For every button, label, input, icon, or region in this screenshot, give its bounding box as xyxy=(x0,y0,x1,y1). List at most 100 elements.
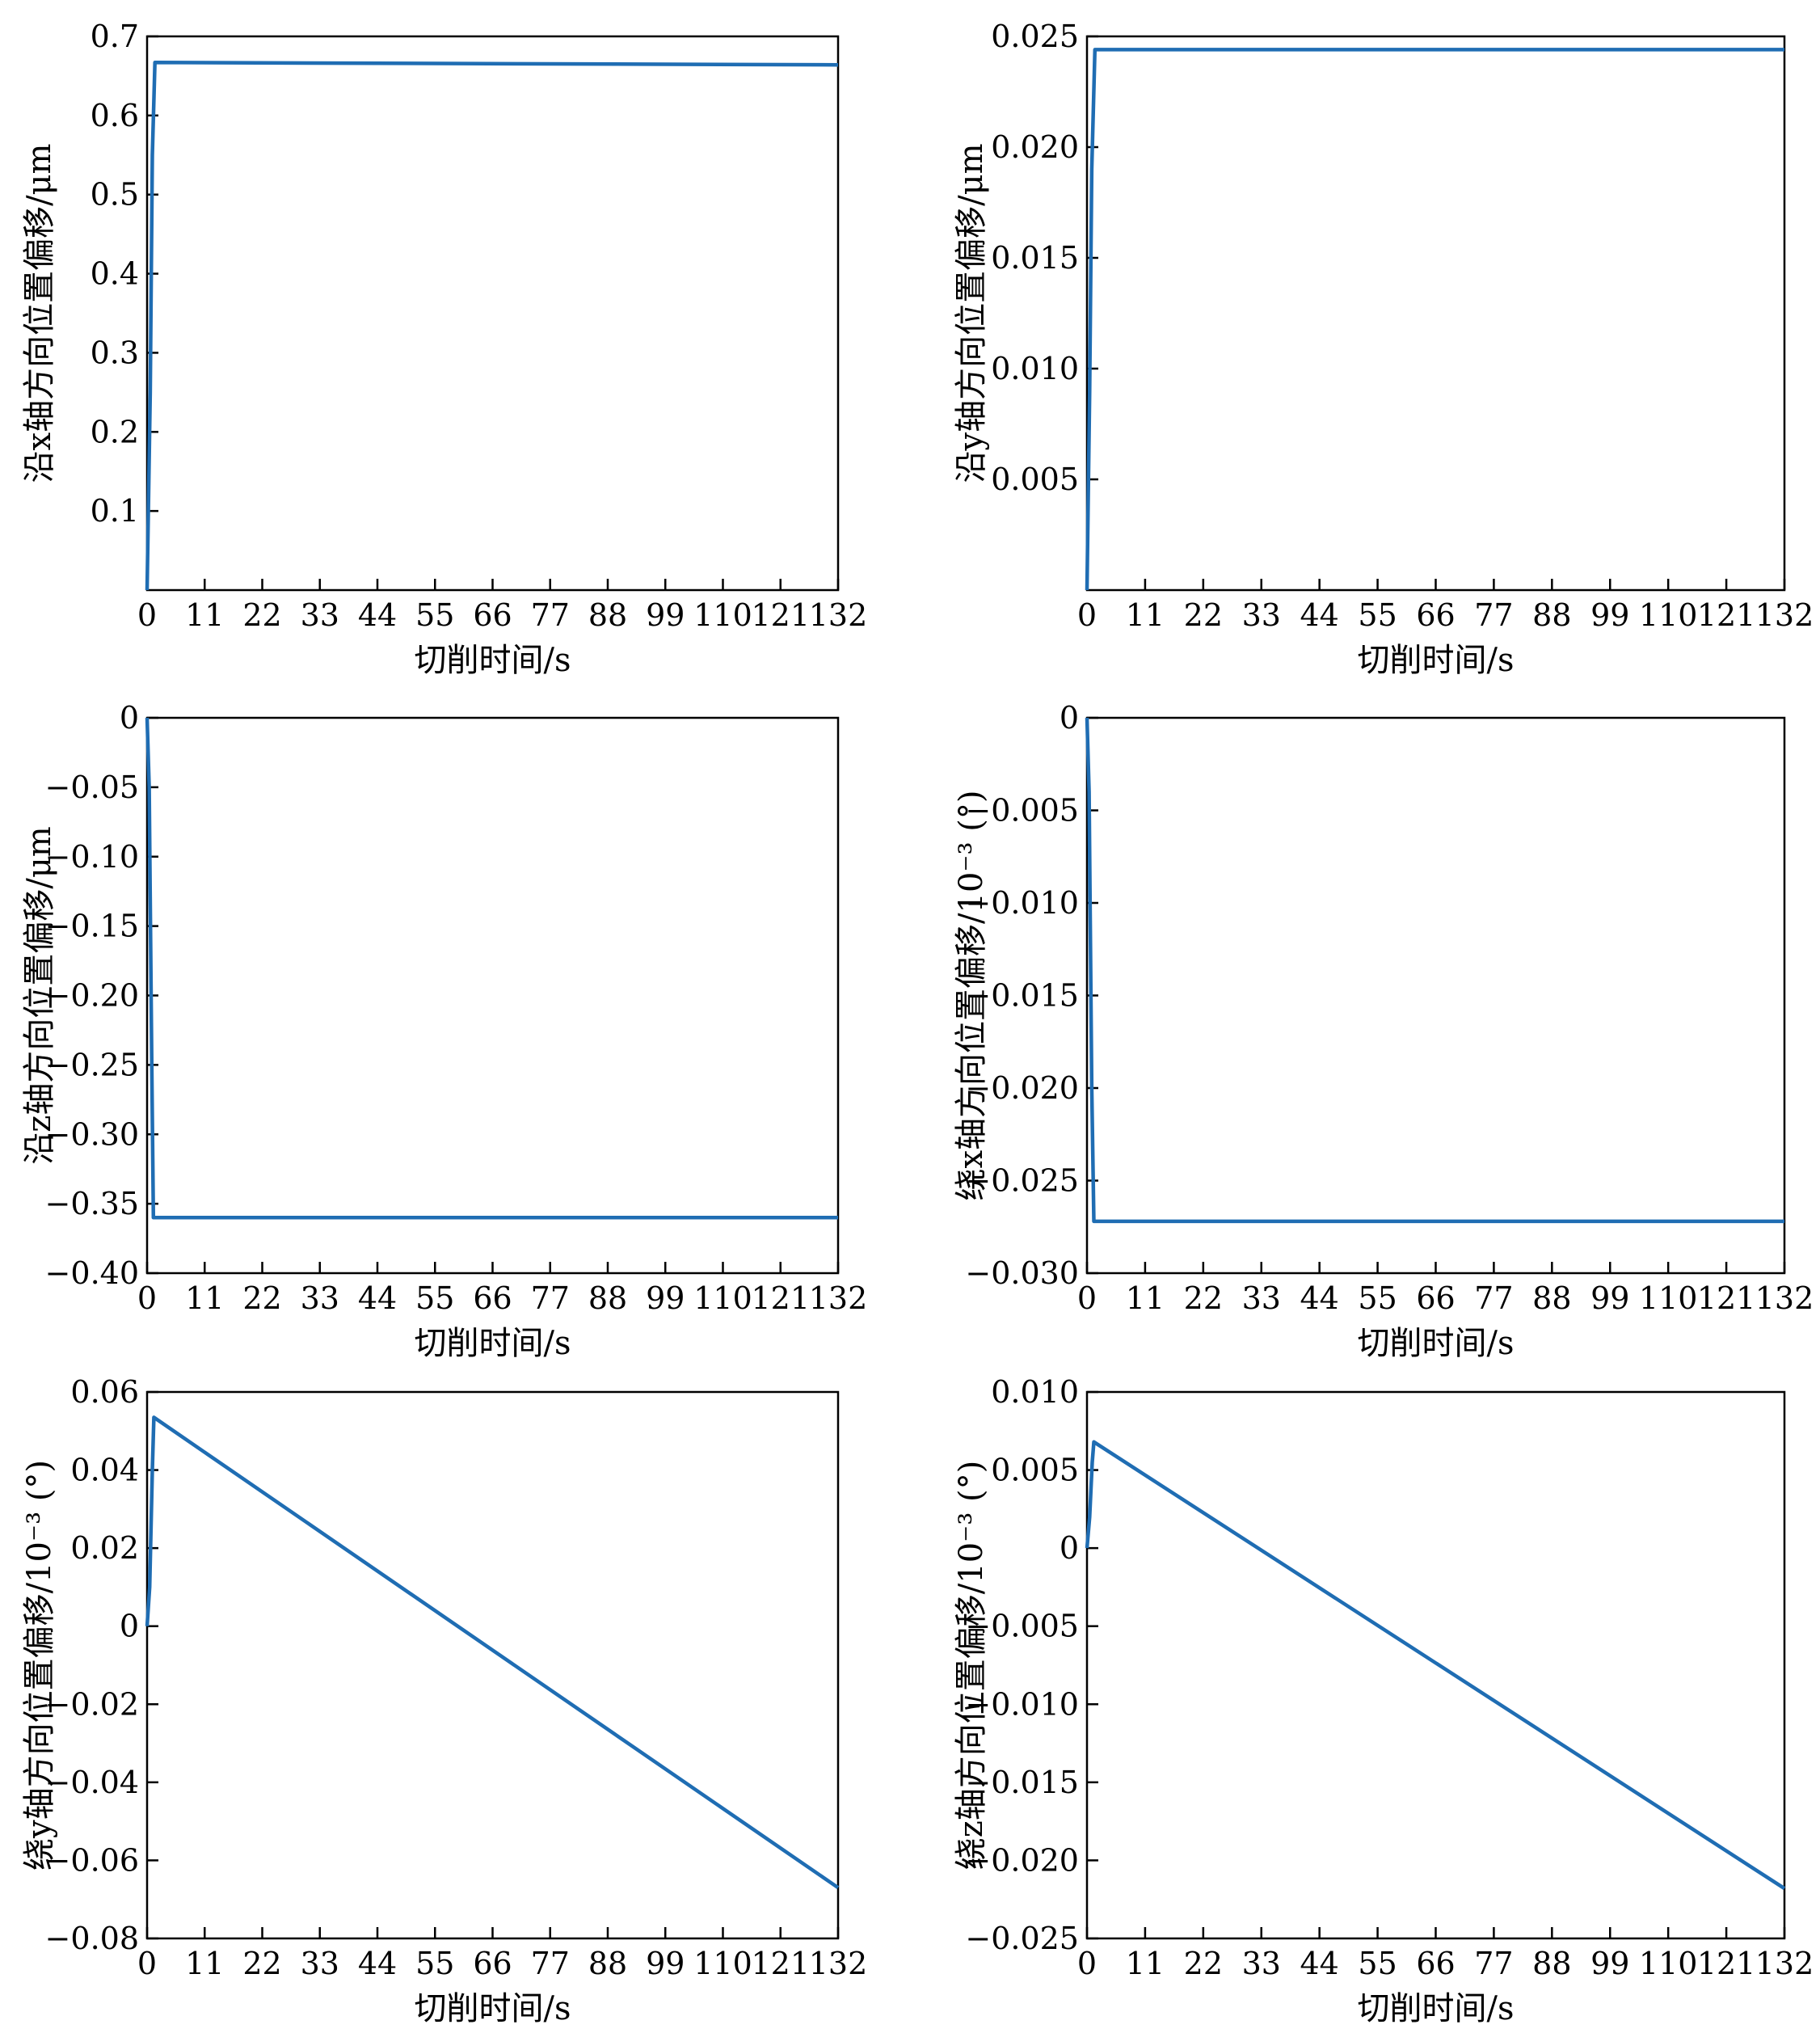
x-tick-label: 121 xyxy=(751,597,810,633)
series-line xyxy=(1085,717,1784,1224)
x-tick-label: 55 xyxy=(1358,1280,1397,1316)
y-axis-label: 沿x轴方向位置偏移/μm xyxy=(21,144,58,483)
x-tick-label: 99 xyxy=(1590,1946,1629,1981)
x-tick-label: 66 xyxy=(1416,1946,1455,1981)
x-tick-label: 22 xyxy=(1184,1946,1223,1981)
x-tick-label: 11 xyxy=(185,1280,224,1316)
x-tick-label: 0 xyxy=(137,1280,157,1316)
series-line xyxy=(1085,1440,1786,1891)
y-tick-label: −0.025 xyxy=(965,1921,1079,1956)
x-axis-label: 切削时间/s xyxy=(1357,642,1514,679)
y-tick-label: −0.005 xyxy=(965,793,1079,829)
x-tick-label: 0 xyxy=(1077,1280,1097,1316)
panel-rot-x-offset: 0 11 22 33 44 55 66 77 88 99 110 121 132 −0.030 −0.025… xyxy=(953,700,1814,1362)
y-tick-label: −0.15 xyxy=(45,909,139,944)
x-tick-label: 77 xyxy=(1474,1946,1513,1981)
x-tick-label: 33 xyxy=(301,1280,339,1316)
y-tick-label: −0.20 xyxy=(45,978,139,1014)
y-tick-label: −0.010 xyxy=(965,885,1079,921)
x-tick-label: 44 xyxy=(358,597,397,633)
x-tick-label: 77 xyxy=(531,597,570,633)
x-tick-label: 77 xyxy=(1474,1280,1513,1316)
plot-frame xyxy=(145,1390,840,1940)
y-tick-label: 0.04 xyxy=(70,1453,139,1488)
y-tick-label: 0.010 xyxy=(991,1374,1079,1410)
y-tick-label: −0.025 xyxy=(965,1163,1079,1199)
x-tick-label: 110 xyxy=(693,1946,752,1981)
x-tick-label: 22 xyxy=(1184,1280,1223,1316)
x-tick-label: 55 xyxy=(1358,597,1397,633)
x-tick-label: 77 xyxy=(1474,597,1513,633)
x-axis-label: 切削时间/s xyxy=(1357,1325,1514,1362)
x-tick-label: 110 xyxy=(1639,597,1698,633)
x-axis-label: 切削时间/s xyxy=(414,1325,571,1362)
plot-frame xyxy=(1085,716,1786,1275)
y-axis-label: 沿z轴方向位置偏移/μm xyxy=(21,826,58,1164)
y-tick-label: −0.010 xyxy=(965,1686,1079,1722)
y-tick-label: 0.2 xyxy=(91,414,139,449)
x-tick-label: 44 xyxy=(1300,1280,1338,1316)
y-tick-label: −0.005 xyxy=(965,1609,1079,1644)
y-tick-label: 0.1 xyxy=(91,493,139,529)
x-tick-label: 44 xyxy=(1300,1946,1338,1981)
panel-rot-z-offset: 0 11 22 33 44 55 66 77 88 99 110 121 132 −0.025 −0.020… xyxy=(953,1374,1814,2027)
y-tick-label: −0.030 xyxy=(965,1255,1079,1291)
x-tick-label: 0 xyxy=(137,597,157,633)
x-tick-label: 0 xyxy=(1077,1946,1097,1981)
x-tick-label: 11 xyxy=(185,597,224,633)
y-tick-label: −0.015 xyxy=(965,1765,1079,1800)
y-tick-label: 0.06 xyxy=(70,1374,139,1410)
x-tick-label: 99 xyxy=(646,1946,685,1981)
y-tick-label: 0.7 xyxy=(91,19,139,54)
x-tick-label: 121 xyxy=(1697,1280,1756,1316)
y-tick-label: −0.08 xyxy=(45,1921,139,1956)
x-tick-label: 11 xyxy=(185,1946,224,1981)
y-tick-label: 0.02 xyxy=(70,1530,139,1566)
x-axis-label: 切削时间/s xyxy=(414,1990,571,2027)
x-tick-label: 22 xyxy=(242,597,281,633)
y-tick-label: 0 xyxy=(120,1609,139,1644)
y-tick-label: 0.010 xyxy=(991,351,1079,386)
x-axis-label: 切削时间/s xyxy=(414,642,571,679)
x-tick-label: 132 xyxy=(809,1280,868,1316)
y-axis-label: 绕x轴方向位置偏移/10⁻³ (°) xyxy=(953,790,990,1200)
x-tick-label: 33 xyxy=(1242,1280,1281,1316)
y-tick-label: −0.06 xyxy=(45,1842,139,1878)
x-tick-label: 77 xyxy=(531,1946,570,1981)
x-tick-label: 110 xyxy=(1639,1946,1698,1981)
x-tick-label: 44 xyxy=(358,1280,397,1316)
x-tick-label: 132 xyxy=(1755,1280,1814,1316)
y-axis-label: 绕z轴方向位置偏移/10⁻³ (°) xyxy=(953,1461,990,1871)
y-tick-label: −0.30 xyxy=(45,1116,139,1152)
x-tick-label: 121 xyxy=(1697,1946,1756,1981)
x-tick-label: 33 xyxy=(301,1946,339,1981)
y-tick-label: −0.05 xyxy=(45,770,139,805)
x-tick-label: 88 xyxy=(1532,1280,1571,1316)
x-tick-label: 88 xyxy=(588,597,627,633)
x-tick-label: 55 xyxy=(415,1946,454,1981)
x-tick-label: 110 xyxy=(693,597,752,633)
x-tick-label: 110 xyxy=(1639,1280,1698,1316)
x-tick-label: 0 xyxy=(1077,597,1097,633)
y-tick-label: 0.015 xyxy=(991,240,1079,276)
y-tick-label: 0 xyxy=(1060,700,1079,736)
plot-frame xyxy=(1085,35,1786,592)
y-tick-label: 0.5 xyxy=(91,177,139,213)
y-tick-label: −0.020 xyxy=(965,1842,1079,1878)
x-tick-label: 66 xyxy=(1416,597,1455,633)
series-line xyxy=(145,61,839,591)
y-tick-label: −0.35 xyxy=(45,1186,139,1221)
x-tick-label: 44 xyxy=(1300,597,1338,633)
plot-frame xyxy=(1085,1390,1786,1940)
x-tick-label: 99 xyxy=(646,1280,685,1316)
x-tick-label: 121 xyxy=(1697,597,1756,633)
x-tick-label: 99 xyxy=(1590,597,1629,633)
x-tick-label: 22 xyxy=(1184,597,1223,633)
x-tick-label: 33 xyxy=(1242,597,1281,633)
series-line xyxy=(145,717,838,1220)
x-tick-label: 0 xyxy=(137,1946,157,1981)
y-tick-label: 0.6 xyxy=(91,98,139,133)
